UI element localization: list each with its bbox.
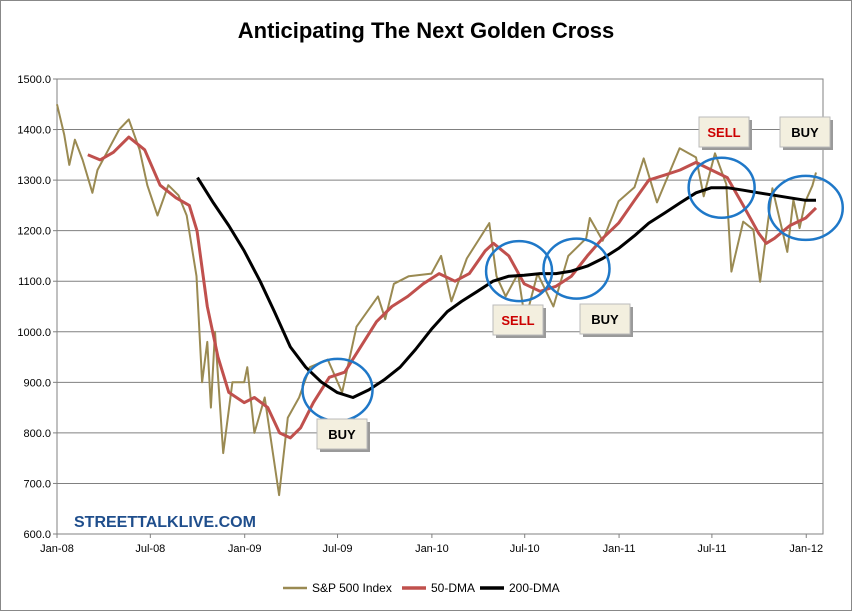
plot-area-border (56, 78, 824, 535)
legend: S&P 500 Index 50-DMA 200-DMA (283, 581, 560, 595)
watermark-text: STREETTALKLIVE.COM (74, 514, 256, 531)
callout-box (579, 303, 631, 335)
y-tick-label: 900.0 (23, 377, 51, 389)
x-tick-label: Jul-08 (135, 543, 165, 555)
x-tick-label: Jan-11 (603, 543, 636, 555)
x-tick-label: Jan-09 (228, 543, 262, 555)
annotations: BUY SELL BUY SELL BUY (301, 116, 844, 452)
legend-label: 50-DMA (431, 581, 475, 595)
legend-label: 200-DMA (509, 581, 560, 595)
legend-label: S&P 500 Index (312, 581, 392, 595)
x-tick-label: Jan-12 (789, 543, 823, 555)
y-tick-label: 1300.0 (17, 175, 51, 187)
callout-box (698, 116, 750, 148)
highlight-circle (687, 156, 756, 219)
highlight-circle (767, 174, 844, 242)
x-tick-label: Jul-11 (697, 543, 726, 555)
y-tick-label: 1500.0 (17, 74, 51, 86)
callout-box (316, 418, 368, 450)
x-tick-label: Jul-10 (510, 543, 540, 555)
y-axis: 1500.0 1400.0 1300.0 1200.0 1100.0 1000.0 900.… (17, 74, 57, 541)
chart-title: Anticipating The Next Golden Cross (238, 18, 614, 43)
highlight-circle (484, 239, 554, 303)
y-tick-label: 1000.0 (17, 327, 51, 339)
callout-label: BUY (791, 125, 819, 140)
series-line-200-dma (196, 176, 816, 399)
x-tick-label: Jan-10 (415, 543, 449, 555)
callout-box (492, 304, 544, 336)
callout-label: BUY (328, 427, 356, 442)
callout-label: BUY (591, 312, 619, 327)
x-axis: Jan-08 Jul-08 Jan-09 Jul-09 Jan-10 Jul-10 Jan-… (40, 534, 823, 555)
callout-box (779, 116, 831, 148)
grid (56, 78, 824, 535)
y-tick-label: 1100.0 (18, 276, 51, 288)
y-tick-label: 1200.0 (17, 226, 51, 238)
highlight-circle (542, 237, 611, 300)
x-tick-label: Jan-08 (40, 543, 74, 555)
series-line-s-p-500-index (56, 104, 817, 497)
x-tick-label: Jul-09 (323, 543, 353, 555)
y-tick-label: 800.0 (23, 428, 51, 440)
y-tick-label: 1400.0 (17, 125, 51, 137)
y-tick-label: 600.0 (23, 529, 51, 541)
y-tick-label: 700.0 (23, 478, 51, 490)
callout-label: SELL (501, 313, 534, 328)
callout-label: SELL (707, 125, 740, 140)
